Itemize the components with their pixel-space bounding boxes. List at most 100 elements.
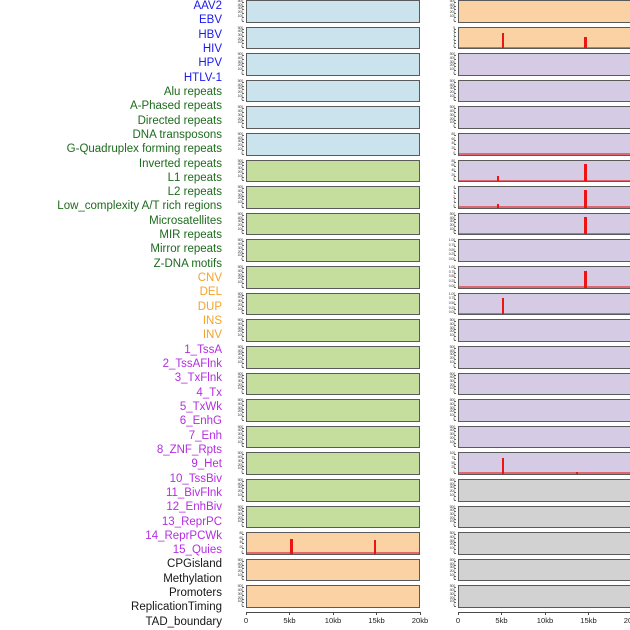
track-panel[interactable]: [458, 532, 630, 555]
y-tick-mark: [242, 73, 244, 75]
track-panel[interactable]: [246, 505, 420, 529]
track-panel[interactable]: [458, 133, 630, 156]
track-row[interactable]: 500 400 300 200 100 0: [224, 159, 420, 183]
track-panel[interactable]: [246, 266, 420, 289]
y-tick-label: 100: [237, 333, 244, 338]
track-row[interactable]: 500 400 300 200 100 0: [436, 532, 630, 555]
track-row[interactable]: 500 400 300 200 100 0: [224, 399, 420, 422]
track-panel[interactable]: [246, 159, 420, 183]
track-row[interactable]: 500 400 300 200 100 0: [436, 372, 630, 396]
track-row[interactable]: 500 400 300 200 100 0: [436, 558, 630, 582]
track-row[interactable]: 500 400 300 200 100 0: [436, 505, 630, 529]
track-panel[interactable]: [458, 53, 630, 76]
track-row[interactable]: 500 400 300 200 100 0: [224, 53, 420, 76]
track-panel[interactable]: [246, 26, 420, 50]
track-row[interactable]: 500 400 300 200 100 0: [224, 558, 420, 582]
track-panel[interactable]: [458, 0, 630, 23]
track-row[interactable]: 500 400 300 200 100 0: [436, 53, 630, 76]
track-panel[interactable]: [246, 53, 420, 76]
track-panel[interactable]: [458, 266, 630, 289]
track-row[interactable]: 500 400 300 200 100 0: [436, 106, 630, 130]
track-row[interactable]: 500 400 300 200 100 0: [224, 585, 420, 608]
track-panel[interactable]: [246, 345, 420, 369]
track-panel[interactable]: [458, 212, 630, 236]
y-tick-mark: [454, 5, 456, 7]
y-tick-mark: [454, 381, 456, 383]
track-panel[interactable]: [458, 79, 630, 103]
track-panel[interactable]: [458, 452, 630, 475]
track-row[interactable]: 500 400 300 200 100 0: [224, 478, 420, 502]
track-panel[interactable]: [458, 558, 630, 582]
track-row[interactable]: 500 400 300 200 100 0: [224, 239, 420, 263]
track-panel[interactable]: [458, 505, 630, 529]
track-row[interactable]: 500 400 300 200 100 0: [436, 0, 630, 23]
track-row[interactable]: 500 400 300 200 100 0: [224, 79, 420, 103]
track-row[interactable]: 500 400 300 200 100 0: [224, 0, 420, 23]
y-tick-label: 300: [449, 112, 456, 117]
track-panel[interactable]: [458, 372, 630, 396]
track-panel[interactable]: [246, 106, 420, 130]
track-panel[interactable]: [458, 186, 630, 209]
track-row[interactable]: 1.00 0.75 0.50 0.25 0.00: [436, 265, 630, 289]
track-row[interactable]: 500 400 300 200 100 0: [224, 372, 420, 396]
track-panel[interactable]: [458, 292, 630, 316]
track-panel[interactable]: [246, 372, 420, 396]
track-panel[interactable]: [458, 399, 630, 422]
track-row[interactable]: 1.00 0.75 0.50 0.25 0.00: [436, 239, 630, 263]
track-panel[interactable]: [246, 0, 420, 23]
track-panel[interactable]: [246, 292, 420, 316]
track-row[interactable]: 500 400 300 200 100 0: [224, 425, 420, 449]
track-row[interactable]: 1.00 0.75 0.50 0.25 0.00: [436, 292, 630, 316]
track-row[interactable]: 80 60 40 20 0: [224, 532, 420, 555]
y-tick-mark: [454, 197, 456, 199]
track-row[interactable]: 500 400 300 200 100 0: [224, 26, 420, 50]
track-row[interactable]: 500 400 300 200 100 0: [224, 452, 420, 475]
track-panel[interactable]: [246, 585, 420, 608]
track-row[interactable]: 500 400 300 200 100 0: [436, 345, 630, 369]
track-panel[interactable]: [246, 452, 420, 475]
track-panel[interactable]: [458, 585, 630, 608]
track-panel[interactable]: [246, 478, 420, 502]
track-panel[interactable]: [458, 159, 630, 183]
track-row[interactable]: 500 400 300 200 100 0: [224, 345, 420, 369]
track-row[interactable]: 500 400 300 200 100 0: [224, 319, 420, 342]
y-tick-mark: [454, 537, 456, 539]
track-panel[interactable]: [246, 212, 420, 236]
track-panel[interactable]: [458, 239, 630, 263]
track-panel[interactable]: [458, 106, 630, 130]
track-panel[interactable]: [246, 425, 420, 449]
track-row[interactable]: 500 400 300 200 100 0: [436, 212, 630, 236]
track-row[interactable]: 500 400 300 200 100 0: [224, 132, 420, 156]
track-row[interactable]: 500 400 300 200 100 0: [224, 212, 420, 236]
track-panel[interactable]: [246, 239, 420, 263]
track-panel[interactable]: [458, 478, 630, 502]
track-panel[interactable]: [246, 79, 420, 103]
track-panel[interactable]: [458, 425, 630, 449]
track-row[interactable]: 80 60 40 20 0: [436, 132, 630, 156]
track-panel[interactable]: [246, 186, 420, 209]
track-panel[interactable]: [246, 558, 420, 582]
track-row[interactable]: 500 400 300 200 100 0: [436, 585, 630, 608]
track-row[interactable]: 500 400 300 200 100 0: [224, 106, 420, 130]
track-panel[interactable]: [458, 26, 630, 50]
track-panel[interactable]: [458, 319, 630, 342]
track-row[interactable]: 100 75 50 25 0: [436, 452, 630, 475]
track-row[interactable]: 500 400 300 200 100 0: [436, 478, 630, 502]
track-panel[interactable]: [458, 345, 630, 369]
track-row[interactable]: 500 400 300 200 100 0: [436, 399, 630, 422]
track-row[interactable]: 500 400 300 200 100 0: [224, 265, 420, 289]
track-row[interactable]: 500 400 300 200 100 0: [436, 319, 630, 342]
track-row[interactable]: 500 400 300 200 100 0: [436, 425, 630, 449]
y-tick-label: 300: [449, 86, 456, 91]
track-row[interactable]: 500 400 300 200 100 0: [436, 79, 630, 103]
track-panel[interactable]: [246, 532, 420, 555]
track-panel[interactable]: [246, 133, 420, 156]
track-panel[interactable]: [246, 399, 420, 422]
track-row[interactable]: 80 60 40 20 0: [436, 159, 630, 183]
track-row[interactable]: 500 400 300 200 100 0: [224, 292, 420, 316]
track-row[interactable]: 500 400 300 200 100 0: [224, 505, 420, 529]
track-panel[interactable]: [246, 319, 420, 342]
track-row[interactable]: 500 400 300 200 100 0: [224, 186, 420, 209]
